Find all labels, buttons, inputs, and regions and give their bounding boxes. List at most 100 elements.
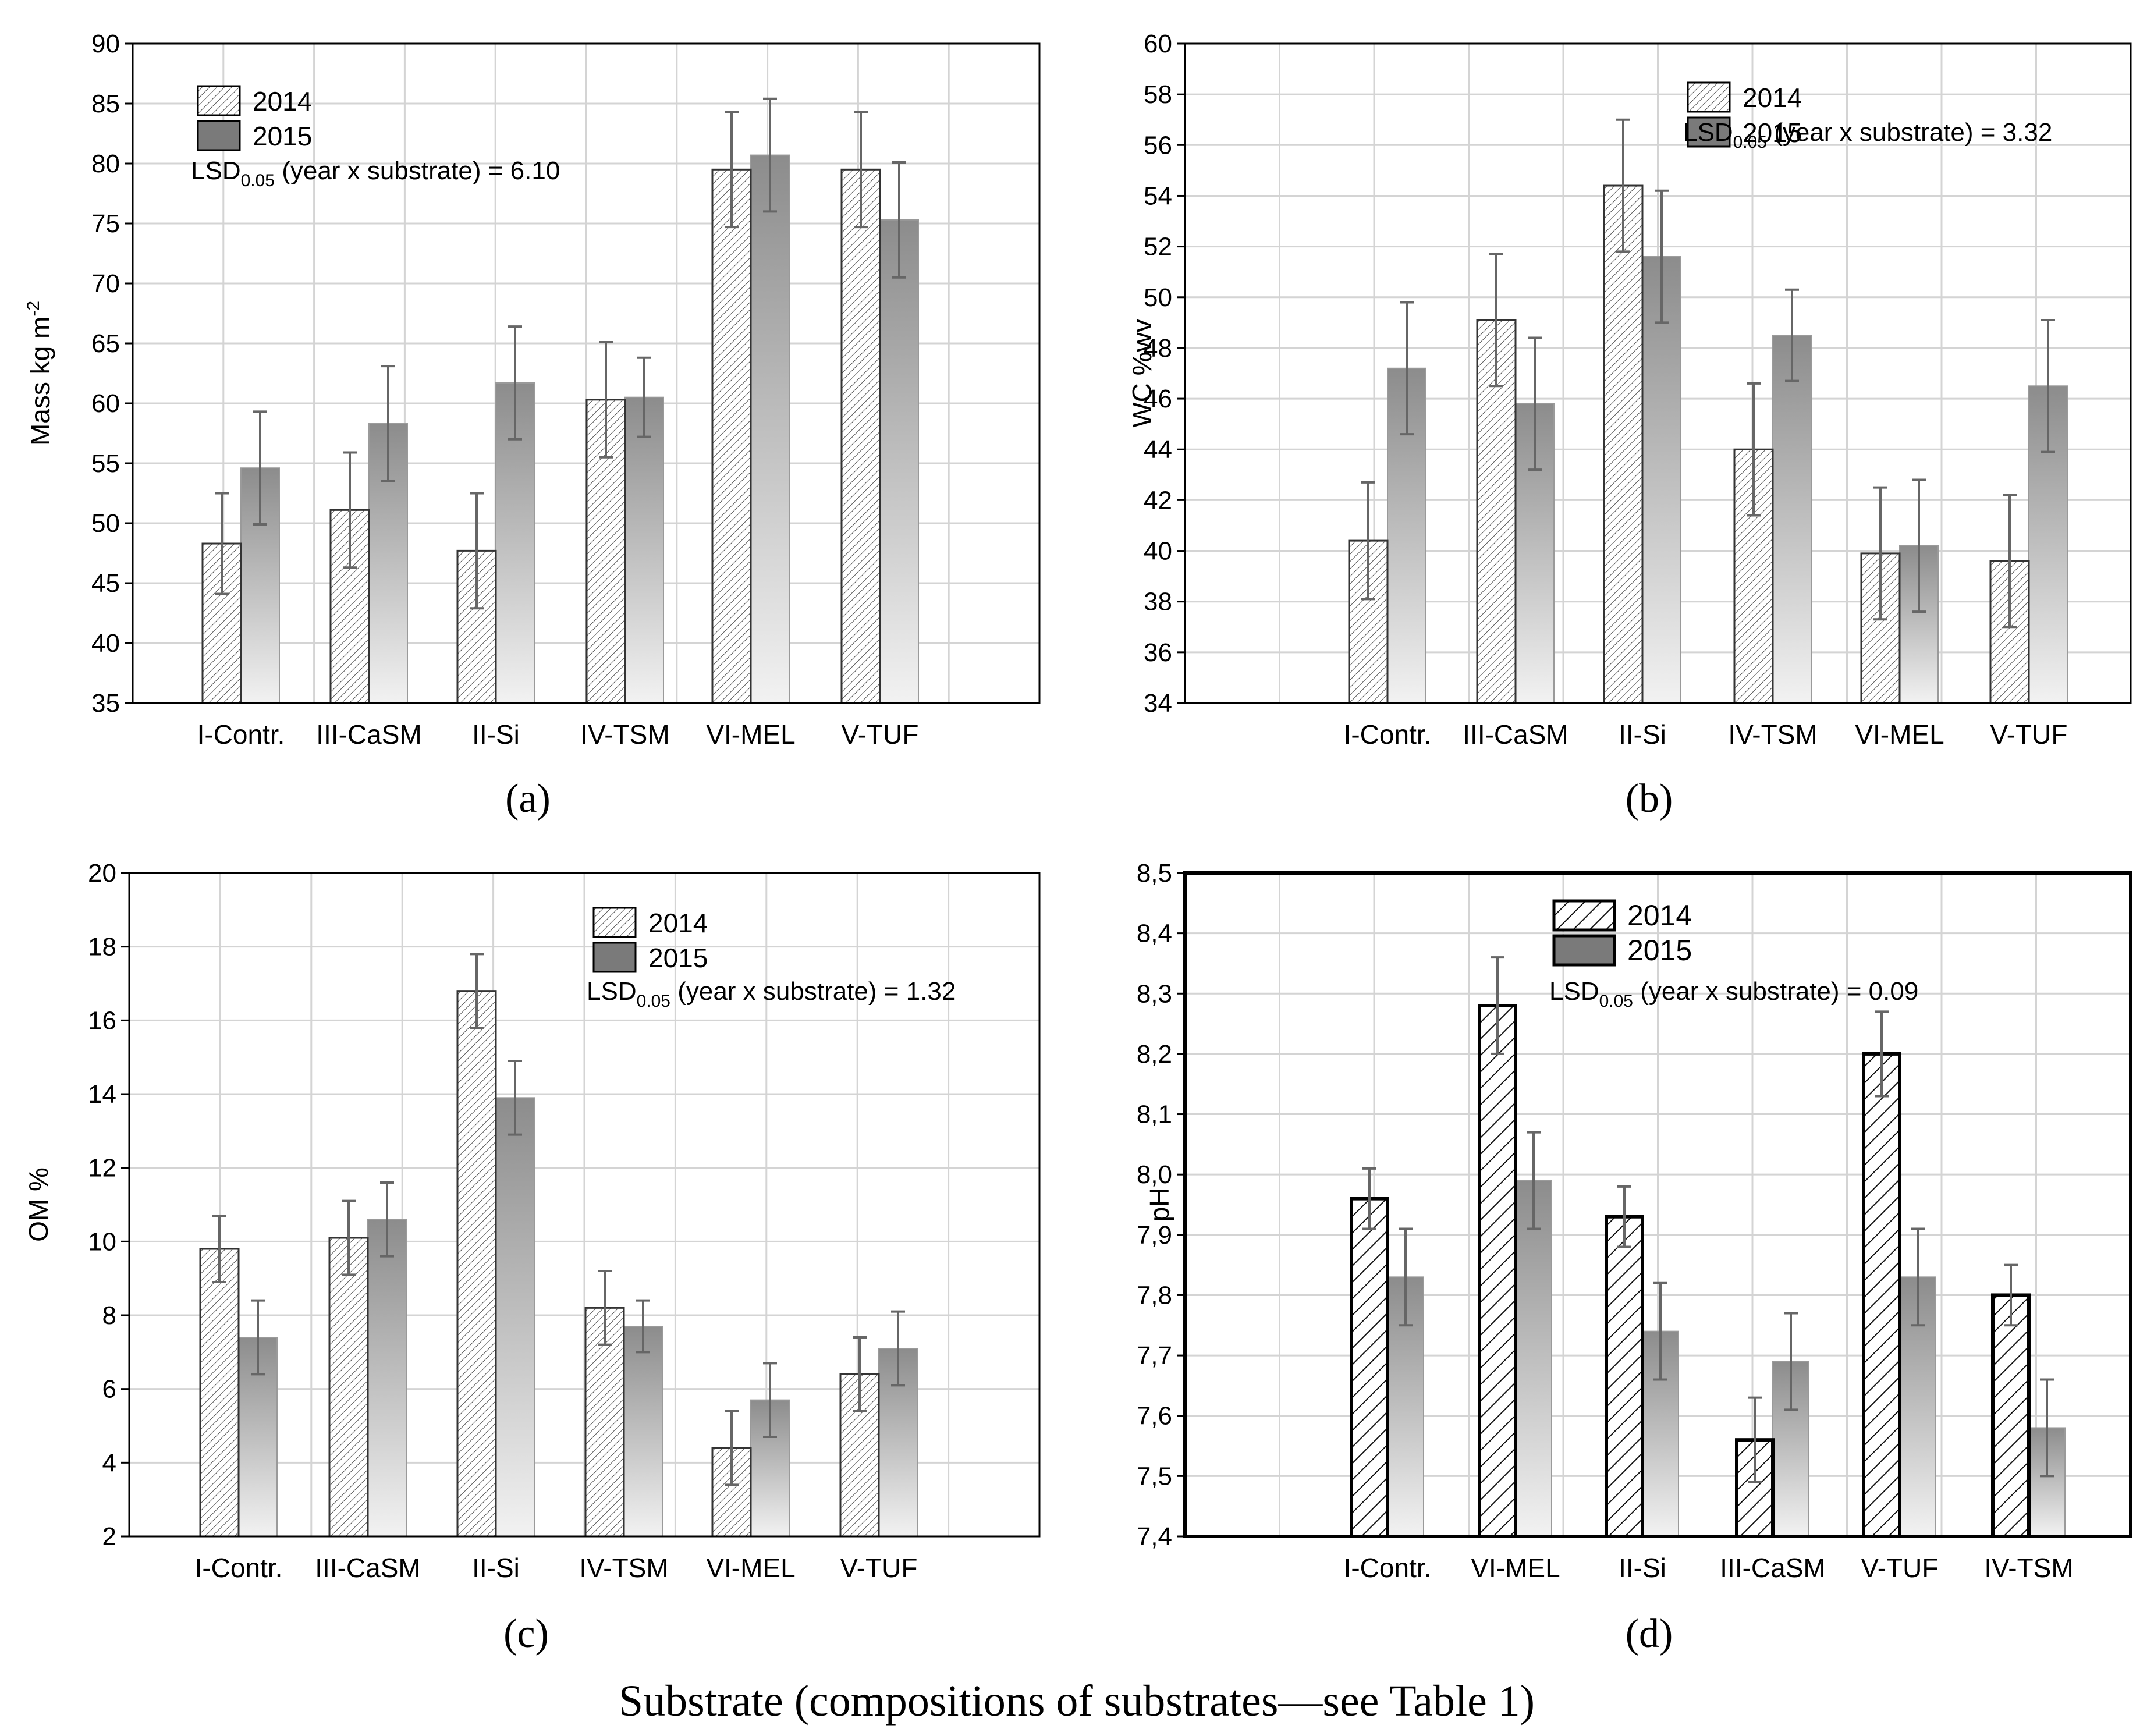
x-tick-label: II-Si — [1619, 1553, 1666, 1583]
legend-swatch-2015 — [1687, 116, 1731, 148]
y-tick-label: 45 — [91, 569, 120, 598]
bar-2014 — [328, 1237, 369, 1538]
error-bar-2015 — [1655, 189, 1669, 324]
error-bar-2015 — [253, 410, 267, 526]
bar-2015 — [240, 467, 280, 704]
legend-swatch-2014 — [1687, 81, 1731, 113]
y-tick-label: 38 — [1144, 588, 1172, 616]
y-tick-label: 55 — [91, 449, 120, 478]
y-tick-label: 8,4 — [1137, 920, 1172, 948]
x-tick-label: VI-MEL — [706, 719, 795, 750]
error-bar-2014 — [1362, 1167, 1376, 1230]
y-tick-label: 42 — [1144, 486, 1172, 514]
bar-2015 — [1515, 1180, 1552, 1537]
y-tick-label: 50 — [1144, 283, 1172, 312]
legend-label-2015: 2015 — [1627, 934, 1692, 967]
plot-frame — [1183, 871, 2132, 1538]
bar-2015 — [495, 1097, 535, 1538]
legend-label-2015: 2015 — [253, 121, 312, 151]
legend-label-2015: 2015 — [648, 943, 708, 973]
bar-2014 — [1350, 1197, 1389, 1539]
y-tick-label: 35 — [91, 689, 120, 718]
lsd-suffix: (year x substrate) = 0.09 — [1633, 977, 1918, 1006]
y-tick-label: 8,2 — [1137, 1040, 1172, 1068]
y-tick-label: 54 — [1144, 182, 1172, 210]
x-tick-label: III-CaSM — [315, 1553, 420, 1583]
error-bar-2015 — [763, 97, 777, 213]
error-bar-2014 — [342, 1199, 356, 1276]
bar-2014 — [1605, 1215, 1644, 1538]
error-bar-2014 — [725, 111, 739, 229]
y-axis-label: OM % — [23, 1167, 54, 1242]
x-tick-label: I-Contr. — [1344, 1553, 1432, 1583]
error-bar-2014 — [215, 492, 229, 595]
legend: 2014 2015 — [197, 85, 312, 151]
panel-label: (b) — [1626, 776, 1673, 821]
y-axis-label-main: WC %wv — [1127, 319, 1157, 428]
x-tick-label: VI-MEL — [1471, 1553, 1560, 1583]
error-bar-2015 — [1528, 336, 1542, 471]
x-tick-label: I-Contr. — [1344, 719, 1432, 750]
error-bar-2015 — [508, 325, 522, 441]
plot-frame — [1184, 42, 2132, 704]
error-bar-2014 — [2003, 494, 2017, 629]
panel-label: (a) — [505, 776, 551, 821]
bar-2015 — [1772, 335, 1812, 704]
bar-2014 — [456, 990, 497, 1538]
y-tick-label: 12 — [88, 1154, 116, 1183]
legend-swatch-2014 — [592, 907, 637, 938]
error-bar-2014 — [470, 492, 484, 610]
bar-2014 — [1478, 1004, 1517, 1538]
error-bar-2014 — [212, 1215, 226, 1283]
y-tick-label: 8,5 — [1137, 859, 1172, 887]
error-bar-2015 — [892, 161, 906, 279]
y-tick-label: 60 — [1144, 30, 1172, 58]
error-bar-2015 — [636, 1299, 650, 1354]
error-bar-2015 — [381, 365, 395, 482]
chart-panel-b: 34 36 38 40 42 44 46 48 50 52 54 56 58 60 I-Contr. III-… — [1127, 30, 2132, 821]
error-bar-2015 — [1399, 1227, 1413, 1327]
error-bar-2014 — [598, 1270, 612, 1346]
error-bar-2014 — [1873, 486, 1887, 621]
error-bar-2014 — [1361, 481, 1375, 601]
legend: 2014 2015 — [1687, 81, 1802, 148]
y-tick-label: 14 — [88, 1080, 116, 1109]
legend-label-2014: 2014 — [648, 908, 708, 938]
legend-swatch-2015 — [197, 120, 241, 151]
bar-2014 — [711, 168, 752, 704]
y-tick-label: 7,6 — [1137, 1402, 1172, 1430]
x-tick-label: III-CaSM — [316, 719, 421, 750]
y-axis-label: WC %wv — [1127, 319, 1157, 428]
y-tick-label: 8 — [102, 1301, 116, 1330]
y-tick-label: 56 — [1144, 131, 1172, 159]
y-tick-label: 4 — [102, 1449, 116, 1477]
error-bar-2015 — [637, 356, 651, 438]
y-tick-label: 46 — [1144, 385, 1172, 413]
y-tick-label: 85 — [91, 90, 120, 118]
lsd-subscript: 0.05 — [1733, 133, 1767, 152]
error-bar-2015 — [1785, 288, 1799, 382]
error-bar-2015 — [508, 1060, 522, 1136]
x-tick-label: III-CaSM — [1720, 1553, 1825, 1583]
bar-2014 — [840, 168, 881, 704]
lsd-annotation: LSD0.05 (year x substrate) = 6.10 — [191, 157, 560, 190]
y-tick-label: 65 — [91, 329, 120, 358]
bar-2014 — [584, 1307, 625, 1538]
bar-2015 — [624, 396, 664, 704]
y-tick-label: 70 — [91, 269, 120, 298]
legend-swatch-2015 — [592, 942, 637, 973]
y-axis-label-superscript: -2 — [24, 301, 43, 317]
chart-panel-a: 35 40 45 50 55 60 65 70 75 80 85 90 I-Contr. III-CaSM… — [24, 30, 1041, 821]
error-bar-2014 — [343, 451, 357, 569]
y-tick-label: 20 — [88, 859, 116, 887]
error-bar-2015 — [1911, 1227, 1925, 1327]
legend-label-2014: 2014 — [1743, 83, 1802, 113]
lsd-annotation: LSD0.05 (year x substrate) = 1.32 — [587, 977, 956, 1011]
y-tick-label: 58 — [1144, 80, 1172, 109]
bar-2015 — [623, 1326, 663, 1537]
lsd-annotation: LSD0.05 (year x substrate) = 3.32 — [1683, 118, 2052, 152]
plot-frame — [128, 872, 1041, 1538]
y-tick-label: 90 — [91, 30, 120, 58]
y-tick-label: 2 — [102, 1522, 116, 1551]
